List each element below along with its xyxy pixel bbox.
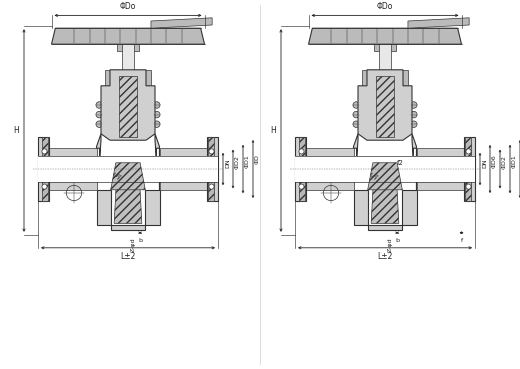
Circle shape — [209, 184, 214, 189]
Circle shape — [96, 121, 102, 127]
Text: ΦDo: ΦDo — [120, 3, 136, 11]
Polygon shape — [97, 190, 160, 230]
Text: Z-φd: Z-φd — [131, 238, 136, 252]
Text: ΦD2: ΦD2 — [235, 155, 240, 169]
Circle shape — [42, 184, 47, 189]
Polygon shape — [465, 137, 471, 201]
Text: f2: f2 — [397, 160, 404, 166]
Text: ΦD: ΦD — [255, 155, 260, 164]
Text: S₁: S₁ — [370, 169, 382, 181]
Text: H: H — [270, 126, 276, 135]
Polygon shape — [368, 163, 402, 190]
Circle shape — [153, 111, 160, 118]
Text: L±2: L±2 — [378, 252, 393, 261]
Polygon shape — [412, 134, 417, 190]
Bar — [105, 70, 151, 86]
Text: ΦD1: ΦD1 — [245, 154, 250, 168]
Text: DN: DN — [482, 158, 487, 168]
Polygon shape — [111, 163, 145, 190]
Polygon shape — [114, 159, 142, 223]
Bar — [122, 44, 134, 70]
Circle shape — [96, 102, 102, 108]
Text: L±2: L±2 — [120, 252, 136, 261]
Text: ΦD2: ΦD2 — [502, 155, 507, 169]
Circle shape — [353, 111, 359, 118]
Polygon shape — [354, 134, 358, 190]
Bar — [295, 156, 475, 182]
Circle shape — [411, 121, 417, 127]
Circle shape — [153, 121, 160, 127]
Polygon shape — [151, 18, 212, 28]
Bar — [160, 148, 207, 190]
Text: ΦD6: ΦD6 — [492, 154, 497, 168]
Bar — [361, 70, 408, 86]
Polygon shape — [155, 134, 160, 190]
Bar — [116, 44, 139, 51]
Circle shape — [96, 111, 102, 118]
Circle shape — [42, 149, 47, 154]
Circle shape — [299, 184, 304, 189]
Polygon shape — [354, 190, 417, 230]
Bar — [374, 44, 396, 51]
Polygon shape — [308, 28, 462, 44]
Text: f: f — [460, 238, 463, 243]
Bar — [464, 137, 475, 201]
Bar — [207, 137, 218, 201]
Polygon shape — [358, 70, 412, 140]
Circle shape — [153, 102, 160, 108]
Circle shape — [353, 102, 359, 108]
Polygon shape — [97, 134, 101, 190]
Text: S₁: S₁ — [113, 169, 124, 181]
Circle shape — [353, 121, 359, 127]
Text: Z-φd: Z-φd — [388, 238, 393, 252]
Polygon shape — [119, 76, 137, 137]
Bar — [306, 148, 354, 190]
Circle shape — [466, 149, 471, 154]
Circle shape — [411, 111, 417, 118]
Polygon shape — [300, 137, 305, 201]
Circle shape — [209, 149, 214, 154]
Text: ΦDo: ΦDo — [377, 3, 393, 11]
Bar — [295, 137, 306, 201]
Polygon shape — [51, 28, 204, 44]
Text: b: b — [395, 238, 399, 243]
Text: DN: DN — [225, 158, 230, 168]
Circle shape — [299, 149, 304, 154]
Text: H: H — [13, 126, 19, 135]
Text: ΦD1: ΦD1 — [512, 154, 517, 168]
Text: b: b — [138, 238, 142, 243]
Polygon shape — [42, 137, 48, 201]
Bar — [417, 148, 464, 190]
Circle shape — [466, 184, 471, 189]
Polygon shape — [371, 159, 399, 223]
Polygon shape — [209, 137, 214, 201]
Bar — [38, 156, 218, 182]
Polygon shape — [376, 76, 394, 137]
Polygon shape — [408, 18, 469, 28]
Polygon shape — [101, 70, 155, 140]
Bar — [38, 137, 49, 201]
Bar — [379, 44, 392, 70]
Bar — [49, 148, 97, 190]
Circle shape — [411, 102, 417, 108]
